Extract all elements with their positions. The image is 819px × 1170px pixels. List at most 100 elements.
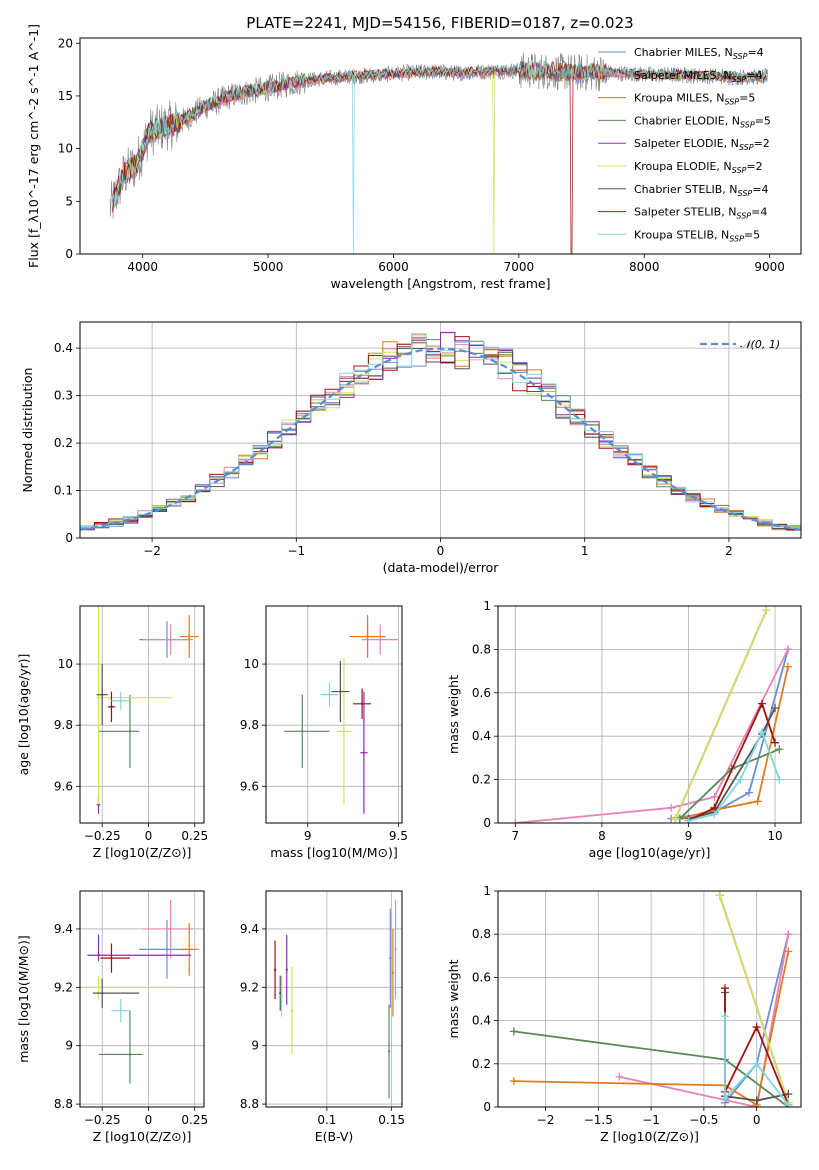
plot-area — [498, 891, 801, 1107]
data-point — [280, 994, 283, 998]
legend-nssp: =2 — [754, 137, 770, 150]
data-point — [342, 730, 346, 733]
legend-text: Kroupa ELODIE, N — [634, 160, 732, 173]
plot-area — [80, 891, 204, 1107]
weight-series-line — [688, 729, 781, 822]
x-tick-label: 9.5 — [389, 829, 408, 843]
y-tick-label: 0 — [65, 531, 73, 545]
weight-point-marker — [752, 1096, 761, 1105]
plot-area — [266, 891, 402, 1107]
data-point — [101, 991, 104, 995]
data-point — [97, 696, 100, 699]
x-tick-label: 0.15 — [378, 1113, 405, 1127]
y-tick-label: 0.4 — [472, 729, 491, 743]
legend-subscript: SSP — [729, 234, 744, 243]
x-tick-label: 0.25 — [181, 1113, 208, 1127]
x-tick-label: −1 — [642, 1113, 660, 1127]
legend-text: Kroupa STELIB, N — [634, 228, 729, 241]
y-tick-label: 10 — [58, 142, 73, 156]
x-tick-label: 4000 — [127, 260, 158, 274]
panel-spectrum: 4000 5000 6000 7000 8000 9000 0 5 10 15 20 waveleng… — [26, 24, 802, 291]
x-tick-label: −1.5 — [584, 1113, 613, 1127]
data-point — [97, 986, 100, 989]
x-tick-label: −0.25 — [84, 1113, 121, 1127]
y-tick-label: 8.8 — [240, 1097, 259, 1111]
x-axis-label: Z [log10(Z/Z⊙)] — [93, 845, 192, 860]
panel-age-vs-mass: 9 9.5 9.6 9.8 10 mass [log10(M/M⊙)] — [240, 605, 408, 860]
y-axis-label: mass weight — [446, 959, 461, 1038]
axes-frame — [497, 605, 802, 824]
data-point — [285, 968, 288, 972]
axes-frame — [79, 890, 205, 1108]
y-tick-label: 0.1 — [54, 484, 73, 498]
weight-point-marker — [710, 792, 719, 801]
panel-residual-histogram: −2 −1 0 1 2 0 0.1 0.2 0.3 0.4 (data-model)/error No… — [20, 321, 802, 575]
y-axis-label: mass weight — [446, 675, 461, 754]
weight-point-marker — [710, 810, 719, 819]
y-tick-label: 0 — [483, 816, 491, 830]
y-tick-label: 9.2 — [240, 980, 259, 994]
model-spectrum-line — [112, 60, 768, 254]
x-tick-label: 0 — [753, 1113, 761, 1127]
x-tick-label: 5000 — [253, 260, 284, 274]
x-tick-label: 9 — [304, 829, 312, 843]
weight-point-marker — [784, 662, 793, 671]
weight-point-marker — [758, 727, 767, 736]
data-point — [119, 699, 122, 702]
panel-mass-weight-vs-Z: −2 −1.5 −1 −0.5 0 0 0.2 0.4 0.6 0.8 1 Z [log10(Z/Z⊙… — [446, 884, 802, 1144]
weight-point-marker — [509, 1077, 518, 1086]
legend-label: Chabrier MILES, NSSP=4 — [634, 46, 764, 61]
axes-frame — [265, 605, 403, 824]
data-point — [273, 968, 277, 972]
y-tick-label: 15 — [58, 89, 73, 103]
weight-point-marker — [615, 1072, 624, 1081]
legend-nssp: =5 — [739, 92, 755, 105]
weight-series-line — [619, 934, 790, 1107]
y-tick-label: 9.4 — [240, 922, 259, 936]
legend-label: Salpeter STELIB, NSSP=4 — [634, 206, 767, 221]
y-tick-label: 0.2 — [472, 773, 491, 787]
x-axis-label: Z [log10(Z/Z⊙)] — [600, 1129, 699, 1144]
legend-text: Salpeter STELIB, N — [634, 206, 736, 219]
legend-text: Kroupa MILES, N — [634, 92, 724, 105]
legend-label: Salpeter ELODIE, NSSP=2 — [634, 137, 770, 152]
y-axis-label: mass [log10(M/M⊙)] — [16, 935, 31, 1063]
axes-frame — [79, 605, 205, 824]
weight-point-marker — [758, 699, 767, 708]
data-point — [165, 948, 169, 951]
data-point — [391, 971, 395, 974]
data-point — [366, 635, 369, 638]
data-point — [187, 948, 191, 951]
legend-nssp: =4 — [746, 69, 762, 82]
legend-subscript: SSP — [738, 189, 753, 198]
x-tick-label: 0 — [145, 829, 153, 843]
x-axis-label: E(B-V) — [315, 1129, 354, 1144]
weight-point-marker — [771, 738, 780, 747]
data-point — [360, 702, 364, 706]
legend-text: Chabrier STELIB, N — [634, 183, 738, 196]
y-tick-label: 9 — [251, 1039, 259, 1053]
legend-subscript: SSP — [736, 212, 751, 221]
weight-series-line — [513, 951, 790, 1107]
x-tick-label: −2 — [537, 1113, 555, 1127]
y-axis-label: Flux [f_λ10^-17 erg cm^-2 s^-1 A^-1] — [26, 24, 41, 268]
normal-reference-curve — [80, 347, 801, 531]
y-tick-label: 10 — [58, 657, 73, 671]
data-point — [187, 635, 191, 638]
weight-point-marker — [511, 819, 520, 823]
y-tick-label: 0 — [65, 247, 73, 261]
data-point — [379, 638, 382, 641]
x-tick-label: 2 — [725, 544, 733, 558]
data-point — [128, 1053, 132, 1056]
x-tick-label: −2 — [143, 544, 161, 558]
plot-area — [266, 606, 402, 823]
weight-point-marker — [509, 1027, 518, 1036]
y-tick-label: 0.6 — [472, 686, 491, 700]
legend-text: Salpeter MILES, N — [634, 69, 732, 82]
weight-point-marker — [736, 775, 745, 784]
weight-point-marker — [752, 1059, 761, 1068]
panel-mass-vs-ebv: 0.1 0.15 8.8 9 9.2 9.4 E(B-V) — [240, 890, 405, 1144]
x-tick-label: 7 — [511, 829, 519, 843]
x-axis-label: mass [log10(M/M⊙)] — [270, 845, 398, 860]
data-point — [279, 991, 282, 995]
